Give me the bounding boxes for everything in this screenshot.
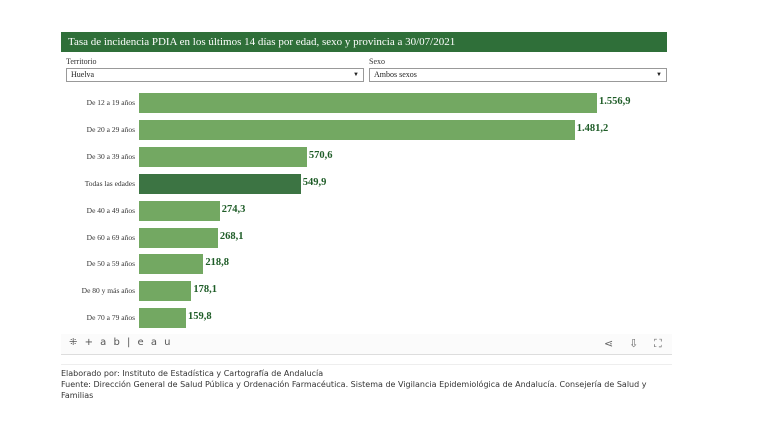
bar[interactable] <box>139 119 575 140</box>
chart-title: Tasa de incidencia PDIA en los últimos 1… <box>61 32 667 52</box>
chevron-down-icon: ▼ <box>656 72 662 78</box>
category-label: De 40 a 49 años <box>86 205 135 215</box>
sexo-label: Sexo <box>369 57 385 66</box>
data-label: 159,8 <box>188 311 212 323</box>
data-label: 274,3 <box>221 203 246 215</box>
bar[interactable] <box>139 281 192 302</box>
territorio-value: Huelva <box>71 70 95 79</box>
data-label: 1.556,9 <box>599 96 631 107</box>
category-label: De 50 a 59 años <box>86 259 135 269</box>
category-label: De 70 a 79 años <box>86 313 135 323</box>
bar[interactable] <box>139 254 204 275</box>
download-icon[interactable]: ⇩ <box>629 337 639 350</box>
footer-credit: Elaborado por: Instituto de Estadística … <box>61 369 324 378</box>
tableau-logo[interactable]: ⁜ + a b | e a u <box>69 337 173 348</box>
category-label: De 80 y más años <box>81 286 135 296</box>
fullscreen-icon[interactable]: ⛶ <box>654 337 662 350</box>
category-label: De 60 a 69 años <box>86 232 135 242</box>
data-label: 268,1 <box>219 230 244 242</box>
bar-chart: De 12 a 19 años 1.556,9 De 20 a 29 años 1.4… <box>61 88 667 329</box>
share-icon[interactable]: ⋖ <box>604 337 614 350</box>
data-label: 570,6 <box>308 149 333 161</box>
sexo-select[interactable]: Ambos sexos ▼ <box>369 68 667 82</box>
data-label: 218,8 <box>205 257 229 269</box>
bar[interactable] <box>139 173 301 194</box>
data-label: 1.481,2 <box>576 122 609 134</box>
territorio-select[interactable]: Huelva ▼ <box>66 68 364 82</box>
data-label: 178,1 <box>193 284 218 296</box>
bar[interactable] <box>139 146 307 167</box>
bar[interactable] <box>139 308 186 329</box>
chevron-down-icon: ▼ <box>353 72 359 78</box>
tableau-toolbar: ⁜ + a b | e a u ⋖ ⇩ ⛶ <box>61 334 672 355</box>
data-label: 549,9 <box>302 176 327 188</box>
category-label: De 20 a 29 años <box>86 124 135 134</box>
footer: Elaborado por: Instituto de Estadística … <box>61 364 672 401</box>
footer-source: Fuente: Dirección General de Salud Públi… <box>61 380 647 400</box>
category-label: Todas las edades <box>84 178 135 188</box>
bar[interactable] <box>139 200 220 221</box>
category-label: De 12 a 19 años <box>86 98 135 107</box>
bar[interactable] <box>139 93 597 113</box>
tableau-mark-icon: ⁜ <box>69 337 80 348</box>
sexo-value: Ambos sexos <box>374 70 417 79</box>
bar[interactable] <box>139 227 218 248</box>
territorio-label: Territorio <box>66 57 97 66</box>
category-label: De 30 a 39 años <box>86 151 135 161</box>
